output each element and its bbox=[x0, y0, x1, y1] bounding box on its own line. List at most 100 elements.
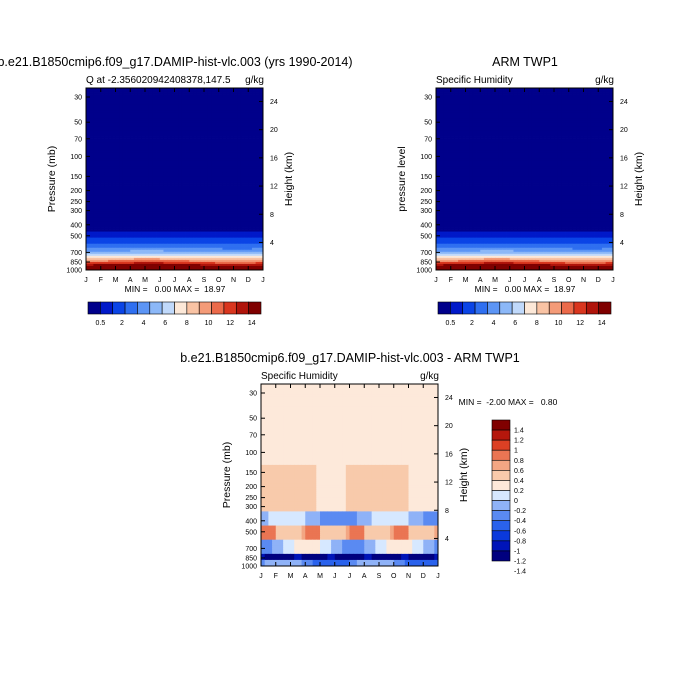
panel-model-cell bbox=[145, 100, 150, 103]
panel-model-cell bbox=[115, 124, 120, 127]
panel-model-cell bbox=[211, 102, 216, 105]
panel-model-cell bbox=[244, 172, 249, 176]
panel-model-cell bbox=[259, 152, 264, 156]
panel-model-cell bbox=[119, 142, 124, 146]
panel-model-cell bbox=[240, 114, 245, 117]
panel-model-cell bbox=[104, 142, 109, 146]
panel-model-cell bbox=[233, 106, 238, 109]
panel-model-cell bbox=[126, 94, 131, 97]
panel-model-cell bbox=[141, 172, 146, 176]
panel-model-cell bbox=[148, 128, 153, 131]
panel-model-cell bbox=[196, 193, 201, 196]
panel-model-cell bbox=[115, 170, 120, 174]
panel-model-cell bbox=[156, 88, 161, 91]
panel-model-cell bbox=[251, 140, 257, 143]
panel-model-cell bbox=[159, 152, 164, 156]
panel-model-cell bbox=[222, 187, 227, 190]
panel-model-cell bbox=[251, 88, 257, 91]
panel-model-cell bbox=[185, 128, 190, 131]
panel-model-cell bbox=[185, 152, 190, 156]
panel-model-cell bbox=[251, 126, 257, 129]
panel-model-cell bbox=[156, 118, 161, 121]
panel-model-cell bbox=[207, 138, 212, 141]
panel-model-cell bbox=[196, 164, 201, 168]
panel-model-cell bbox=[115, 158, 120, 162]
panel-model-cell bbox=[104, 174, 109, 178]
panel-model-cell bbox=[163, 185, 168, 188]
panel-model-cell bbox=[211, 132, 216, 135]
panel-model-cell bbox=[226, 193, 231, 196]
panel-model-cell bbox=[119, 158, 124, 162]
panel-model-cell bbox=[204, 191, 209, 194]
panel-model-cell bbox=[86, 195, 91, 198]
panel-model-cell bbox=[196, 120, 201, 123]
panel-model-y-tick-label: 850 bbox=[70, 259, 82, 266]
panel-model-cell bbox=[167, 122, 172, 125]
panel-model-cell bbox=[100, 102, 105, 105]
panel-model-cell bbox=[204, 185, 209, 188]
panel-model-cell bbox=[148, 106, 153, 109]
panel-model-cell bbox=[126, 148, 131, 152]
panel-model-cell bbox=[237, 104, 242, 107]
panel-model-cell bbox=[259, 134, 264, 137]
panel-model-cell bbox=[133, 166, 139, 170]
panel-model-cell bbox=[233, 199, 238, 202]
panel-model-cell bbox=[89, 162, 94, 166]
panel-model-cell bbox=[185, 176, 190, 180]
panel-model-cell bbox=[152, 156, 157, 160]
panel-model-cell bbox=[181, 150, 186, 154]
panel-model-cell bbox=[259, 150, 264, 154]
panel-model-cell bbox=[248, 98, 253, 101]
panel-model-cell bbox=[222, 138, 227, 141]
panel-model-cell bbox=[100, 154, 105, 158]
panel-model-cell bbox=[178, 138, 183, 141]
panel-model-cell bbox=[137, 128, 142, 131]
panel-model-cell bbox=[244, 118, 249, 121]
panel-model-cell bbox=[259, 162, 264, 166]
panel-model-cell bbox=[233, 181, 238, 184]
panel-model-cell bbox=[115, 98, 120, 101]
panel-model-cell bbox=[141, 144, 146, 148]
panel-model-colorbar-box bbox=[100, 301, 114, 315]
panel-model-cell bbox=[86, 176, 91, 180]
panel-model-cell bbox=[189, 110, 194, 113]
panel-model-cell bbox=[108, 150, 113, 154]
panel-model-cell bbox=[233, 92, 238, 95]
panel-model-cell bbox=[207, 98, 212, 101]
panel-model-cell bbox=[126, 130, 131, 133]
panel-model-cell bbox=[119, 132, 124, 135]
panel-model-cell bbox=[207, 88, 212, 91]
panel-model-cell bbox=[218, 142, 223, 146]
panel-model-cell bbox=[152, 124, 157, 127]
panel-model-cell bbox=[204, 195, 209, 198]
panel-model-cell bbox=[156, 94, 161, 97]
panel-model-cell bbox=[237, 195, 242, 198]
panel-model-cell bbox=[152, 154, 157, 158]
panel-model-cell bbox=[251, 156, 257, 160]
panel-model-cell bbox=[111, 144, 116, 148]
panel-model-cell bbox=[237, 92, 242, 95]
panel-model-cell bbox=[207, 185, 212, 188]
panel-model-cell bbox=[145, 104, 150, 107]
panel-model-cell bbox=[93, 136, 98, 139]
panel-model-cell bbox=[189, 94, 194, 97]
panel-model-cell bbox=[97, 146, 102, 150]
panel-model-cell bbox=[167, 100, 172, 103]
panel-model-cell bbox=[130, 150, 135, 154]
panel-model-cell bbox=[240, 160, 245, 164]
panel-model-cell bbox=[89, 130, 94, 133]
panel-model-cell bbox=[89, 146, 94, 150]
panel-model-cell bbox=[148, 164, 153, 168]
panel-model-cell bbox=[207, 126, 212, 129]
panel-model-cell bbox=[185, 197, 190, 200]
panel-model-cell bbox=[233, 191, 238, 194]
panel-model-cell bbox=[229, 138, 234, 141]
panel-model-cell bbox=[244, 183, 249, 186]
panel-model-cell bbox=[233, 183, 238, 186]
panel-model-cell bbox=[196, 130, 201, 133]
panel-model-cell bbox=[207, 100, 212, 103]
panel-model-cell bbox=[244, 156, 249, 160]
panel-model-cell bbox=[218, 170, 223, 174]
panel-model-cell bbox=[141, 197, 146, 200]
panel-model-cell bbox=[108, 116, 113, 119]
